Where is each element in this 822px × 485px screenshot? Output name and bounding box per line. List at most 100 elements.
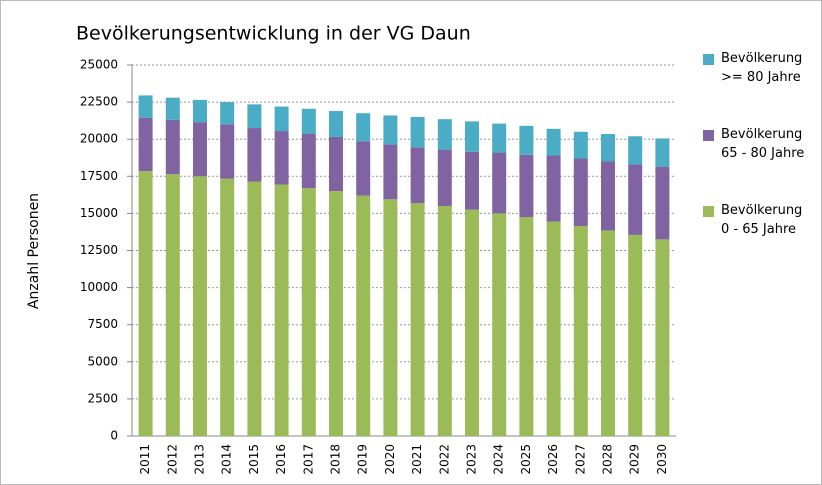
bar-segment [220, 124, 235, 179]
y-tick-label: 5000 [87, 354, 118, 368]
bar-segment [492, 123, 507, 153]
bar-segment [437, 149, 452, 206]
bar-segment [247, 181, 262, 436]
bar-segment [492, 213, 507, 436]
x-tick-label: 2011 [138, 444, 152, 475]
bar-segment [655, 239, 670, 436]
bar-segment [329, 111, 343, 137]
bar-segment [193, 99, 207, 123]
bar-segment [601, 230, 615, 436]
bar-segment [301, 188, 316, 436]
bar-segment [573, 158, 588, 227]
bar-segment [165, 97, 180, 120]
bar-segment [601, 161, 615, 231]
bar-segment [329, 191, 343, 436]
bar-segment [410, 116, 425, 148]
bar-segment [519, 125, 534, 155]
x-tick-label: 2017 [301, 444, 315, 475]
bar-segment [437, 205, 452, 436]
x-tick-label: 2018 [329, 444, 343, 475]
bar-segment [356, 141, 371, 196]
x-tick-label: 2027 [573, 444, 587, 475]
bar-segment [220, 178, 235, 436]
legend-swatch [703, 206, 714, 217]
legend-swatch [703, 130, 714, 141]
y-tick-label: 25000 [80, 58, 118, 72]
bar-segment [301, 134, 316, 189]
bar-segment [437, 119, 452, 150]
x-tick-label: 2012 [165, 444, 179, 475]
bar-segment [655, 166, 670, 240]
bar-segment [329, 136, 343, 192]
bar-segment [628, 136, 643, 165]
bar-segment [193, 122, 207, 177]
bar-segment [274, 106, 289, 132]
bar-segment [383, 199, 398, 436]
y-tick-label: 0 [110, 429, 118, 443]
y-tick-label: 17500 [80, 169, 118, 183]
bar-segment [138, 95, 153, 118]
legend-swatch [703, 54, 714, 65]
bar-segment [492, 152, 507, 214]
bar-segment [628, 234, 643, 436]
bar-segment [546, 221, 561, 436]
x-tick-label: 2028 [601, 444, 615, 475]
x-tick-label: 2013 [193, 444, 207, 475]
bar-segment [356, 195, 371, 436]
bar-segment [655, 138, 670, 167]
y-tick-label: 20000 [80, 132, 118, 146]
x-tick-label: 2025 [519, 444, 533, 475]
bar-segment [601, 134, 615, 162]
legend-label: Bevölkerung 0 - 65 Jahre [721, 203, 803, 237]
bar-segment [410, 203, 425, 436]
bar-segment [247, 128, 262, 182]
legend-label: Bevölkerung 65 - 80 Jahre [721, 127, 805, 161]
bar-segment [573, 131, 588, 159]
bar-segment [546, 155, 561, 222]
bar-segment [274, 184, 289, 436]
bar-segment [546, 128, 561, 156]
y-tick-label: 15000 [80, 206, 118, 220]
x-tick-label: 2020 [383, 444, 397, 475]
bar-segment [138, 171, 153, 436]
x-tick-label: 2030 [655, 444, 669, 475]
chart-title: Bevölkerungsentwicklung in der VG Daun [76, 23, 471, 45]
bar-segment [220, 102, 235, 125]
x-tick-label: 2015 [247, 444, 261, 475]
x-tick-label: 2021 [410, 444, 424, 475]
y-tick-label: 7500 [87, 317, 118, 331]
bar-segment [383, 115, 398, 145]
bar-segment [193, 176, 207, 437]
bar-segment [138, 117, 153, 172]
y-tick-label: 2500 [87, 391, 118, 405]
bar-segment [410, 147, 425, 204]
bar-segment [274, 131, 289, 185]
x-tick-label: 2019 [356, 444, 370, 475]
x-tick-label: 2023 [465, 444, 479, 475]
bar-segment [165, 119, 180, 175]
bar-segment [519, 154, 534, 218]
bar-segment [573, 226, 588, 436]
x-tick-label: 2024 [492, 444, 506, 475]
y-tick-label: 12500 [80, 243, 118, 257]
bar-segment [383, 144, 398, 200]
x-tick-label: 2029 [628, 444, 642, 475]
x-tick-label: 2022 [437, 444, 451, 475]
bar-segment [519, 217, 534, 436]
bar-segment [465, 121, 479, 152]
x-tick-label: 2016 [274, 444, 288, 475]
x-tick-label: 2026 [546, 444, 560, 475]
bar-segment [628, 164, 643, 235]
bar-segment [465, 209, 479, 436]
y-tick-label: 22500 [80, 95, 118, 109]
x-tick-label: 2014 [220, 444, 234, 475]
bar-segment [165, 174, 180, 436]
bar-segment [301, 108, 316, 135]
legend-label: Bevölkerung >= 80 Jahre [721, 51, 803, 85]
bar-segment [247, 104, 262, 129]
bar-segment [465, 151, 479, 210]
y-axis-label: Anzahl Personen [26, 193, 42, 309]
y-tick-label: 10000 [80, 280, 118, 294]
